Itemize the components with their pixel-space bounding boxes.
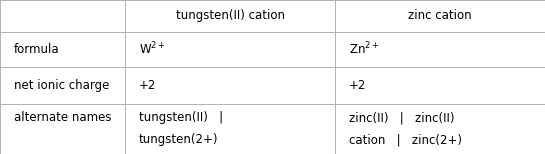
Text: cation   |   zinc(2+): cation | zinc(2+) [349,134,462,146]
Text: zinc(II)   |   zinc(II): zinc(II) | zinc(II) [349,111,455,124]
Text: formula: formula [14,43,59,56]
Text: alternate names: alternate names [14,111,111,124]
Text: +2: +2 [139,79,156,92]
Text: zinc cation: zinc cation [408,9,472,22]
Text: $\mathregular{W}^{2+}$: $\mathregular{W}^{2+}$ [139,41,166,58]
Text: $\mathregular{Zn}^{2+}$: $\mathregular{Zn}^{2+}$ [349,41,379,58]
Text: tungsten(II)   |: tungsten(II) | [139,111,223,124]
Text: tungsten(2+): tungsten(2+) [139,134,219,146]
Text: +2: +2 [349,79,366,92]
Text: tungsten(II) cation: tungsten(II) cation [175,9,284,22]
Text: net ionic charge: net ionic charge [14,79,109,92]
